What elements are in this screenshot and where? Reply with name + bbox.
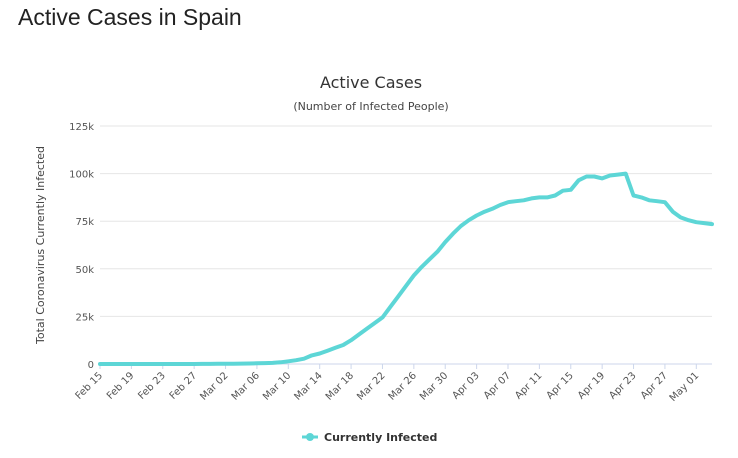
chart-title: Active Cases xyxy=(320,73,422,92)
legend-swatch-marker xyxy=(306,433,314,441)
y-tick-label: 0 xyxy=(88,360,94,371)
x-tick-label: Mar 22 xyxy=(355,370,387,402)
page-heading: Active Cases in Spain xyxy=(18,4,242,30)
x-tick-label: Mar 02 xyxy=(198,370,230,402)
y-axis-label: Total Coronavirus Currently Infected xyxy=(34,146,47,345)
x-tick-label: Mar 18 xyxy=(324,370,356,402)
x-tick-label: Feb 27 xyxy=(168,370,200,402)
x-tick-label: Mar 10 xyxy=(261,370,293,402)
x-tick-label: Apr 03 xyxy=(450,370,481,401)
legend-label: Currently Infected xyxy=(324,431,437,444)
x-tick-label: Feb 19 xyxy=(105,370,137,402)
chart-subtitle: (Number of Infected People) xyxy=(293,100,448,113)
x-tick-label: Apr 27 xyxy=(639,370,670,401)
x-tick-label: Apr 11 xyxy=(513,370,544,401)
y-tick-label: 50k xyxy=(75,265,94,276)
x-tick-label: Mar 26 xyxy=(387,370,419,402)
x-tick-label: May 01 xyxy=(668,370,702,404)
x-tick-label: Apr 15 xyxy=(545,370,576,401)
grid-lines xyxy=(100,125,712,317)
legend[interactable]: Currently Infected xyxy=(302,431,437,444)
x-tick-label: Mar 14 xyxy=(292,370,324,402)
x-tick-label: Apr 23 xyxy=(607,370,638,401)
x-tick-label: Feb 23 xyxy=(136,370,168,402)
y-tick-label: 100k xyxy=(69,170,94,181)
x-axis-ticks: Feb 15 Feb 19 Feb 23 Feb 27 Mar 02 Mar 06 Mar … xyxy=(74,364,702,404)
y-tick-label: 25k xyxy=(75,312,94,323)
y-tick-label: 125k xyxy=(69,122,94,133)
x-tick-label: Mar 30 xyxy=(418,370,450,402)
series-line xyxy=(98,171,714,366)
series-currently-infected xyxy=(98,171,714,366)
x-tick-label: Apr 19 xyxy=(576,370,607,401)
x-tick-label: Feb 15 xyxy=(74,370,106,402)
x-tick-label: Apr 07 xyxy=(482,370,513,401)
y-tick-label: 75k xyxy=(75,217,94,228)
y-axis-ticks: 0 25k 50k 75k 100k 125k xyxy=(69,122,94,371)
x-tick-label: Mar 06 xyxy=(230,370,262,402)
